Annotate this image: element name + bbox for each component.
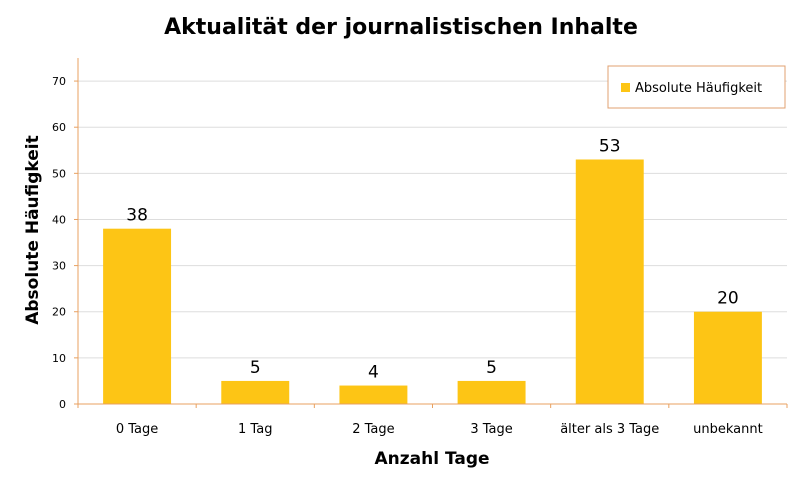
data-labels: 38 5 4 5 53 20 xyxy=(126,136,738,382)
bar xyxy=(103,228,172,404)
bar xyxy=(221,380,290,404)
y-tick-label: 20 xyxy=(52,306,66,319)
y-tick-label: 0 xyxy=(59,398,66,411)
bar xyxy=(339,385,408,404)
x-tick-label: älter als 3 Tage xyxy=(560,422,659,437)
bar-value-label: 38 xyxy=(126,206,148,226)
y-tick-label: 60 xyxy=(52,121,66,134)
bar-value-label: 4 xyxy=(368,363,379,383)
x-tick-label: unbekannt xyxy=(693,422,763,437)
bar-value-label: 53 xyxy=(599,136,621,156)
x-axis-label: Anzahl Tage xyxy=(374,449,489,469)
bar-value-label: 5 xyxy=(486,358,497,378)
x-tick-label: 0 Tage xyxy=(116,422,158,437)
legend: Absolute Häufigkeit xyxy=(607,65,786,109)
legend-entry: Absolute Häufigkeit xyxy=(635,81,762,96)
y-tick-label: 40 xyxy=(52,213,66,226)
y-tick-label: 10 xyxy=(52,352,66,365)
x-tick-label: 3 Tage xyxy=(470,422,512,437)
x-tick-label: 2 Tage xyxy=(352,422,394,437)
bar xyxy=(693,311,762,404)
legend-swatch xyxy=(621,83,630,92)
bar xyxy=(457,380,526,404)
legend-box xyxy=(607,65,786,109)
y-axis-ticks: 0 10 20 30 40 50 60 70 xyxy=(52,58,79,411)
y-axis-label: Absolute Häufigkeit xyxy=(23,135,43,325)
bar-value-label: 20 xyxy=(717,289,739,309)
x-tick-label: 1 Tag xyxy=(238,422,272,437)
bar-value-label: 5 xyxy=(250,358,261,378)
y-tick-label: 30 xyxy=(52,260,66,273)
x-axis: 0 Tage 1 Tag 2 Tage 3 Tage älter als 3 Tage u… xyxy=(77,403,788,437)
bar xyxy=(575,159,644,404)
y-tick-label: 50 xyxy=(52,167,66,180)
bars xyxy=(103,159,762,404)
chart-title: Aktualität der journalistischen Inhalte xyxy=(164,15,638,40)
grid-lines xyxy=(78,80,787,359)
y-tick-label: 70 xyxy=(52,75,66,88)
